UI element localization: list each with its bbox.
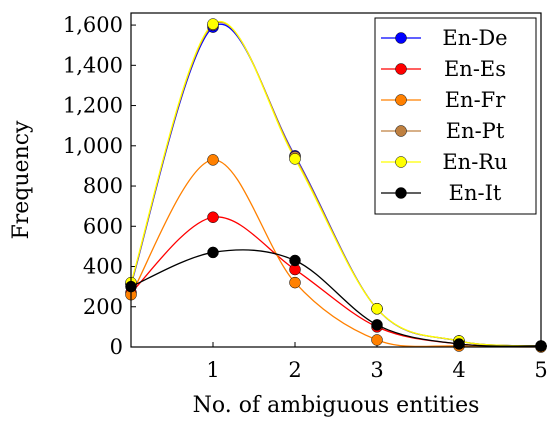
x-axis-ticks: 1 2 3 4 5 [206,342,548,382]
legend-label: En-Pt [446,119,505,143]
data-point-en-fr [207,154,219,166]
legend-label: En-Fr [445,88,507,112]
legend-swatch-marker [395,156,407,168]
legend-swatch-marker [395,63,407,75]
data-point-en-ru [371,303,383,315]
y-tick-label: 1,600 [63,13,123,37]
y-tick-label: 800 [83,174,123,198]
y-tick-label: 1,000 [63,134,123,158]
legend-label: En-Ru [442,150,507,174]
data-point-en-it [453,338,465,350]
x-tick-label: 5 [534,358,547,382]
data-point-en-es [207,211,219,223]
data-point-en-fr [371,334,383,346]
y-tick-label: 0 [110,335,123,359]
y-axis-title: Frequency [9,120,34,240]
legend-label: En-De [442,26,507,50]
data-point-en-fr [289,276,301,289]
x-tick-label: 3 [370,358,383,382]
x-tick-label: 1 [206,358,219,382]
y-axis-ticks: 0 200 400 600 800 1,000 1,200 1,400 1,600 [63,13,136,359]
legend-swatch-marker [395,187,407,199]
data-point-en-it [289,254,301,267]
legend-label: En-Es [444,57,506,81]
data-point-en-ru [289,153,301,165]
x-tick-label: 4 [452,358,465,382]
plot-frame [130,12,542,348]
y-tick-label: 1,400 [63,53,123,77]
data-point-en-it [207,246,219,259]
y-tick-label: 200 [83,295,123,319]
legend-swatch-marker [395,32,407,44]
legend-label: En-It [449,181,502,205]
y-tick-label: 600 [83,214,123,238]
data-point-en-ru [207,18,219,30]
legend: En-De En-Es En-Fr En-Pt En-Ru En-It [374,17,537,215]
y-tick-label: 1,200 [63,94,123,118]
series-line-en-it [130,249,542,347]
y-tick-label: 400 [83,255,123,279]
legend-swatch-marker [395,94,407,106]
legend-swatch-marker [395,125,407,137]
data-point-en-it [371,319,383,331]
legend-box [374,17,537,215]
x-tick-label: 2 [288,358,301,382]
series-line-en-es [130,216,542,348]
x-axis-title: No. of ambiguous entities [193,393,480,418]
